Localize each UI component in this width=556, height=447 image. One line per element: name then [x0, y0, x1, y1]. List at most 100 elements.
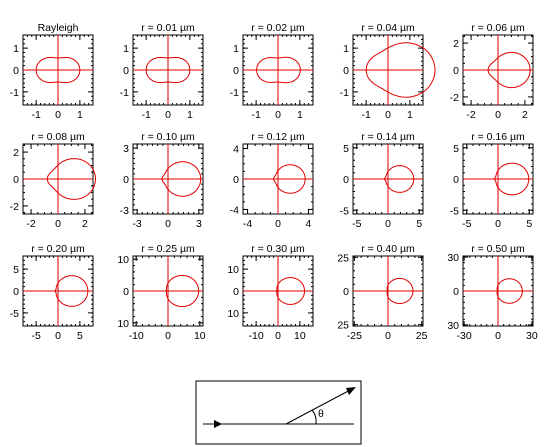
- y-tick-label: -5: [450, 205, 459, 217]
- y-tick-label: 25: [337, 320, 349, 332]
- scattering-angle-inset: θ: [195, 380, 362, 445]
- x-tick-label: -1: [361, 109, 370, 121]
- phase-function-curve: [54, 275, 89, 307]
- y-tick-label: 0: [343, 286, 349, 298]
- y-tick-label: 2: [13, 147, 19, 159]
- y-tick-label: 0: [233, 174, 239, 186]
- x-tick-label: -2: [26, 218, 35, 230]
- phase-function-curve: [256, 56, 301, 84]
- subplot-title: r = 0.01 µm: [141, 22, 195, 34]
- y-tick-label: 1: [233, 43, 239, 55]
- theta-label: θ: [318, 408, 324, 420]
- x-tick-label: 0: [275, 218, 281, 230]
- x-tick-label: 0: [495, 109, 501, 121]
- x-tick-label: 1: [187, 109, 193, 121]
- scattered-arrowhead: [346, 387, 356, 395]
- x-tick-label: 0: [165, 109, 171, 121]
- phase-function-curve: [496, 278, 523, 304]
- subplot-title: r = 0.10 µm: [141, 131, 195, 143]
- y-tick-label: 0: [13, 65, 19, 77]
- x-tick-label: 30: [526, 330, 538, 342]
- y-tick-label: 4: [233, 144, 239, 156]
- x-tick-label: -10: [129, 330, 144, 342]
- subplot-title: r = 0.50 µm: [471, 243, 525, 255]
- y-tick-label: -5: [340, 205, 349, 217]
- x-tick-label: 1: [297, 109, 303, 121]
- phase-function-curve: [35, 56, 81, 84]
- y-tick-label: 1: [123, 43, 129, 55]
- x-tick-label: 1: [77, 109, 83, 121]
- x-tick-label: 0: [495, 330, 501, 342]
- y-tick-label: 0: [453, 174, 459, 186]
- y-tick-label: 5: [453, 143, 459, 155]
- y-tick-label: 0: [453, 65, 459, 77]
- x-tick-label: 0: [165, 330, 171, 342]
- x-tick-label: 0: [495, 218, 501, 230]
- y-tick-label: 5: [343, 143, 349, 155]
- y-tick-label: 0: [123, 174, 129, 186]
- x-tick-label: 10: [194, 330, 206, 342]
- subplot-11: r = 0.20 µm -5 5 0 0 5 -5: [10, 243, 94, 342]
- y-tick-label: 0: [123, 65, 129, 77]
- y-tick-label: 0: [233, 286, 239, 298]
- subplot-title: r = 0.16 µm: [471, 131, 525, 143]
- y-tick-label: -4: [230, 204, 239, 216]
- y-tick-label: 0: [453, 286, 459, 298]
- x-tick-label: 0: [275, 330, 281, 342]
- subplot-9: r = 0.14 µm -5 5 0 0 5 -5: [340, 131, 424, 230]
- y-tick-label: 2: [453, 38, 459, 50]
- y-tick-label: -1: [120, 87, 129, 99]
- y-tick-label: 1: [13, 43, 19, 55]
- y-tick-label: -1: [340, 87, 349, 99]
- subplot-title: r = 0.30 µm: [251, 243, 305, 255]
- phase-function-curve: [145, 56, 191, 84]
- x-tick-label: 5: [526, 218, 532, 230]
- incident-arrowhead: [214, 420, 222, 428]
- x-tick-label: 0: [55, 218, 61, 230]
- phase-function-curve: [487, 51, 531, 89]
- y-tick-label: 30: [447, 252, 459, 264]
- x-tick-label: 0: [55, 109, 61, 121]
- subplot-title: r = 0.20 µm: [31, 243, 85, 255]
- phase-function-curve: [365, 42, 436, 98]
- x-tick-label: -30: [457, 330, 472, 342]
- x-tick-label: 0: [385, 218, 391, 230]
- subplot-title: r = 0.25 µm: [141, 243, 195, 255]
- x-tick-label: -1: [141, 109, 150, 121]
- y-tick-label: 30: [447, 320, 459, 332]
- phase-function-curve: [384, 165, 415, 193]
- inset-frame: [195, 380, 362, 445]
- subplot-title: Rayleigh: [38, 22, 79, 34]
- x-tick-label: -25: [347, 330, 362, 342]
- x-tick-label: 1: [407, 109, 413, 121]
- y-tick-label: 0: [233, 65, 239, 77]
- subplot-title: r = 0.08 µm: [31, 131, 85, 143]
- subplot-7: r = 0.10 µm -3 3 0 0 3 -3: [120, 131, 204, 230]
- y-tick-label: 0: [13, 286, 19, 298]
- subplot-title: r = 0.02 µm: [251, 22, 305, 34]
- x-tick-label: 0: [55, 330, 61, 342]
- y-tick-label: 10: [227, 308, 239, 320]
- subplot-2: r = 0.01 µm -1 1 0 0 1 -1: [120, 22, 204, 121]
- subplot-8: r = 0.12 µm -4 4 0 0 4 -4: [230, 131, 314, 230]
- y-tick-label: 10: [117, 318, 129, 330]
- x-tick-label: -2: [466, 109, 475, 121]
- x-tick-label: 5: [416, 218, 422, 230]
- y-tick-label: -3: [120, 205, 129, 217]
- y-tick-label: -1: [230, 87, 239, 99]
- phase-function-curve: [165, 274, 200, 308]
- y-tick-label: -5: [10, 308, 19, 320]
- subplot-13: r = 0.30 µm -10 10 0 0 10 10: [227, 243, 314, 342]
- y-tick-label: 3: [123, 143, 129, 155]
- x-tick-label: -5: [462, 218, 471, 230]
- y-tick-label: -2: [450, 92, 459, 104]
- subplot-title: r = 0.04 µm: [361, 22, 415, 34]
- angle-arc: [311, 409, 317, 425]
- subplot-1: Rayleigh -1 1 0 0 1 -1: [10, 22, 94, 121]
- x-tick-label: 0: [165, 218, 171, 230]
- phase-function-curve: [386, 277, 414, 305]
- x-tick-label: 0: [275, 109, 281, 121]
